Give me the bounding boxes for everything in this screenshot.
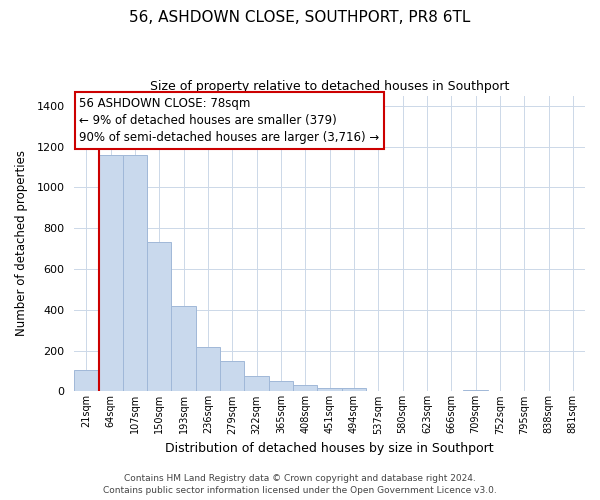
Bar [269, 381, 293, 392]
Bar [244, 376, 269, 392]
Bar [98, 154, 123, 392]
Bar [172, 306, 196, 392]
Bar [342, 388, 366, 392]
Text: Contains HM Land Registry data © Crown copyright and database right 2024.
Contai: Contains HM Land Registry data © Crown c… [103, 474, 497, 495]
Y-axis label: Number of detached properties: Number of detached properties [15, 150, 28, 336]
Bar [463, 390, 488, 392]
X-axis label: Distribution of detached houses by size in Southport: Distribution of detached houses by size … [165, 442, 494, 455]
Bar [147, 242, 172, 392]
Bar [220, 361, 244, 392]
Text: 56, ASHDOWN CLOSE, SOUTHPORT, PR8 6TL: 56, ASHDOWN CLOSE, SOUTHPORT, PR8 6TL [130, 10, 470, 25]
Bar [317, 388, 342, 392]
Bar [293, 386, 317, 392]
Bar [74, 370, 98, 392]
Text: 56 ASHDOWN CLOSE: 78sqm
← 9% of detached houses are smaller (379)
90% of semi-de: 56 ASHDOWN CLOSE: 78sqm ← 9% of detached… [79, 97, 380, 144]
Bar [196, 346, 220, 392]
Title: Size of property relative to detached houses in Southport: Size of property relative to detached ho… [150, 80, 509, 93]
Bar [123, 154, 147, 392]
